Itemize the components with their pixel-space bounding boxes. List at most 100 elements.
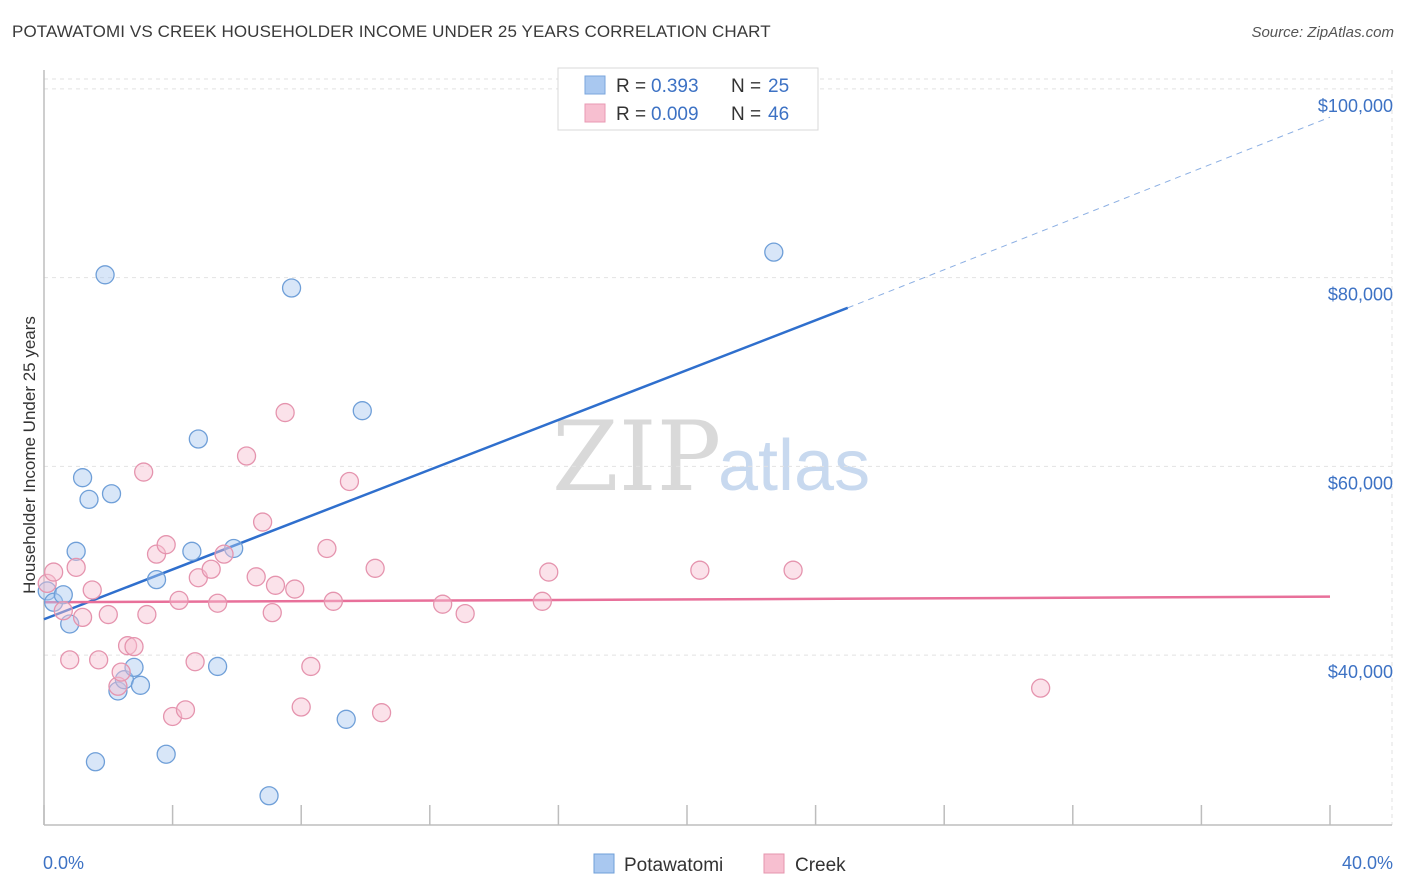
point-0-23 xyxy=(352,401,372,421)
point-1-44 xyxy=(783,560,803,580)
point-0-8 xyxy=(95,265,115,285)
point-0-0 xyxy=(37,581,57,601)
series-legend-label-creek: Creek xyxy=(795,855,846,876)
series-legend: Potawatomi Creek xyxy=(593,853,846,876)
point-1-7 xyxy=(89,650,109,670)
point-0-20 xyxy=(259,786,279,806)
point-1-9 xyxy=(108,676,128,696)
point-1-4 xyxy=(66,557,86,578)
x-tick-label-1: 40.0% xyxy=(1342,853,1393,873)
point-1-1 xyxy=(43,562,64,582)
point-0-9 xyxy=(101,484,122,504)
point-0-4 xyxy=(66,541,86,561)
point-1-10 xyxy=(111,662,131,682)
point-1-24 xyxy=(214,544,234,564)
point-1-40 xyxy=(455,603,475,624)
x-tick-label-0: 0.0% xyxy=(43,853,84,873)
point-1-12 xyxy=(124,636,144,657)
point-0-13 xyxy=(130,675,151,695)
legend-swatch-potawatomi xyxy=(584,75,606,95)
point-1-37 xyxy=(365,558,385,578)
point-1-11 xyxy=(117,636,138,656)
point-1-30 xyxy=(275,402,295,423)
point-0-2 xyxy=(53,585,73,605)
point-1-18 xyxy=(169,590,189,611)
point-1-34 xyxy=(317,538,337,559)
point-0-16 xyxy=(182,541,202,561)
legend-r-label-creek: R = xyxy=(616,104,646,125)
y-tick-label-2: $80,000 xyxy=(1328,285,1393,305)
stats-legend: R = 0.393 N = 25 R = 0.009 N = 46 xyxy=(557,67,819,131)
point-1-23 xyxy=(207,593,228,613)
point-1-14 xyxy=(137,604,157,625)
point-0-17 xyxy=(188,429,208,449)
trend-line-extension-0 xyxy=(847,116,1331,309)
y-tick-labels: $40,000 $60,000 $80,000 $100,000 xyxy=(1318,96,1393,682)
point-1-45 xyxy=(1031,678,1051,698)
point-1-27 xyxy=(252,512,273,532)
series-legend-swatch-potawatomi xyxy=(593,853,615,874)
point-0-7 xyxy=(85,752,106,772)
point-1-2 xyxy=(53,601,73,621)
legend-n-value-potawatomi: 25 xyxy=(768,76,789,97)
point-1-32 xyxy=(291,697,311,717)
legend-n-label-potawatomi: N = xyxy=(731,76,761,97)
point-0-19 xyxy=(224,538,244,559)
series-legend-swatch-creek xyxy=(763,853,785,874)
point-1-20 xyxy=(185,652,205,672)
legend-n-value-creek: 46 xyxy=(768,104,789,125)
y-tick-label-0: $40,000 xyxy=(1328,662,1393,682)
point-0-21 xyxy=(281,278,302,298)
point-0-14 xyxy=(146,569,167,590)
point-1-8 xyxy=(98,604,118,625)
trend-line-0 xyxy=(43,306,849,621)
point-0-18 xyxy=(207,656,228,677)
point-1-5 xyxy=(72,607,93,628)
legend-swatch-creek xyxy=(584,103,606,123)
watermark-zip: ZIP xyxy=(552,401,721,513)
data-points xyxy=(37,242,1051,806)
point-1-35 xyxy=(323,591,344,611)
legend-r-label-potawatomi: R = xyxy=(616,76,646,97)
point-1-42 xyxy=(539,562,559,582)
point-1-6 xyxy=(82,580,102,600)
trend-line-1 xyxy=(43,595,1331,604)
point-0-24 xyxy=(764,242,784,262)
point-0-6 xyxy=(79,489,99,510)
point-0-10 xyxy=(108,681,128,701)
point-1-33 xyxy=(301,656,321,677)
chart-title: POTAWATOMI VS CREEK HOUSEHOLDER INCOME U… xyxy=(12,22,771,41)
point-1-41 xyxy=(532,591,552,611)
point-1-22 xyxy=(201,559,221,579)
point-0-22 xyxy=(336,709,356,729)
legend-r-value-potawatomi: 0.393 xyxy=(651,76,699,97)
legend-r-value-creek: 0.009 xyxy=(651,104,699,125)
point-1-19 xyxy=(175,700,196,720)
trend-lines xyxy=(43,116,1331,621)
watermark: ZIP atlas xyxy=(552,401,870,513)
y-tick-label-3: $100,000 xyxy=(1318,96,1393,116)
y-tick-label-1: $60,000 xyxy=(1328,473,1393,493)
point-1-43 xyxy=(690,560,710,580)
point-1-16 xyxy=(156,535,176,555)
point-1-36 xyxy=(339,471,360,492)
point-1-29 xyxy=(265,575,286,595)
point-0-5 xyxy=(72,468,93,488)
point-1-26 xyxy=(246,567,266,587)
point-1-39 xyxy=(433,594,453,614)
point-1-38 xyxy=(371,703,392,723)
series-legend-label-potawatomi: Potawatomi xyxy=(624,855,723,876)
point-1-25 xyxy=(236,446,257,466)
point-1-28 xyxy=(262,603,282,623)
point-1-3 xyxy=(60,650,80,670)
legend-n-label-creek: N = xyxy=(731,104,761,125)
point-1-13 xyxy=(134,462,154,482)
point-1-31 xyxy=(285,579,305,599)
source-label: Source: ZipAtlas.com xyxy=(1251,24,1394,41)
point-0-15 xyxy=(156,744,176,764)
x-tick-labels: 0.0% 40.0% xyxy=(43,853,1393,873)
point-1-0 xyxy=(37,573,57,594)
axes xyxy=(43,70,1392,826)
y-axis-label: Householder Income Under 25 years xyxy=(20,316,39,594)
